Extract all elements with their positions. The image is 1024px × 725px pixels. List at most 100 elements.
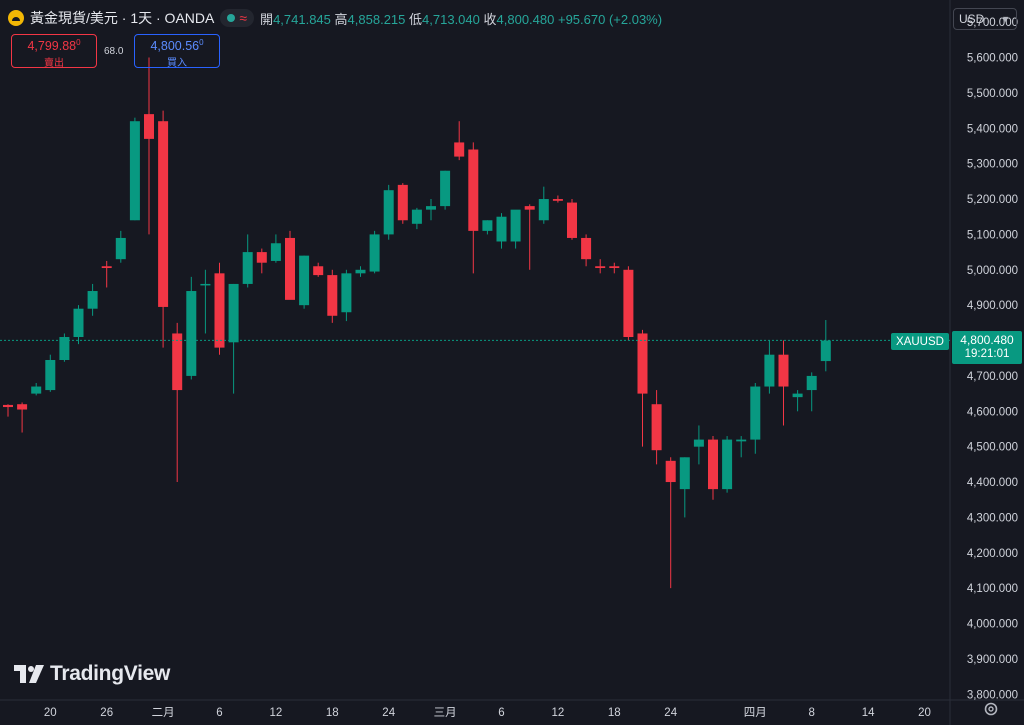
candle [355, 266, 366, 277]
time-tick-label: 三月 [434, 707, 457, 719]
candle [101, 260, 112, 288]
candle [341, 269, 352, 322]
tradingview-logo[interactable]: TradingView [14, 662, 170, 686]
candles [3, 57, 831, 589]
close-value: 4,800.480 [496, 11, 555, 27]
time-tick-label: 12 [552, 707, 565, 719]
sell-price-sup: 0 [76, 38, 81, 47]
candle-body [313, 266, 324, 276]
low-label: 低 [409, 11, 423, 27]
sell-button[interactable]: 4,799.880 賣出 [11, 34, 97, 70]
change-value: +95.670 (+2.03%) [557, 11, 663, 27]
sell-label: 賣出 [44, 58, 64, 70]
candle-body [595, 266, 606, 269]
candle-body [327, 275, 338, 316]
candle [736, 436, 747, 458]
candle [792, 390, 803, 412]
price-tick-label: 4,700.000 [967, 371, 1018, 383]
candle-body [242, 252, 253, 284]
time-axis[interactable]: 20 26 二月 6 12 18 24 三月 6 12 18 24 四月 8 14 20 [44, 707, 931, 719]
candle [820, 320, 831, 372]
candle [3, 404, 13, 417]
candle [115, 230, 126, 263]
currency-select[interactable]: USD ▼ [953, 8, 1017, 30]
price-tick-label: 4,500.000 [967, 442, 1018, 454]
buy-button[interactable]: 4,800.560 買入 [134, 34, 220, 69]
candle [327, 269, 338, 323]
candle-body [397, 184, 408, 221]
candle-body [87, 291, 98, 309]
candle [172, 322, 183, 483]
candle-body [17, 404, 28, 410]
candle [496, 213, 507, 249]
candle-body [59, 337, 70, 360]
candle-body [73, 308, 84, 338]
price-tick-label: 5,100.000 [967, 229, 1018, 241]
price-tick-label: 5,500.000 [967, 88, 1018, 100]
candle-body [722, 439, 733, 490]
candle-body [411, 209, 422, 224]
price-tick-label: 5,300.000 [967, 159, 1018, 171]
candle [242, 234, 253, 288]
candle-body [426, 206, 436, 210]
candle-body [115, 237, 126, 260]
candle-body [172, 333, 183, 391]
candle-body [3, 404, 13, 408]
candle [73, 305, 84, 345]
time-tick-label: 20 [44, 707, 57, 719]
candle [778, 340, 789, 426]
candle [397, 183, 408, 224]
candle [45, 354, 56, 392]
candle-body [665, 460, 676, 483]
price-tick-label: 4,000.000 [967, 619, 1018, 631]
candle-body [552, 199, 563, 201]
price-tick-label: 5,700.000 [967, 17, 1018, 29]
candle [524, 204, 535, 270]
candle [200, 269, 211, 334]
candle-body [820, 340, 831, 362]
candle [426, 199, 436, 221]
symbol-price-tag: XAUUSD [891, 333, 949, 350]
candle-body [200, 283, 211, 286]
candle [440, 170, 451, 210]
tradingview-name: TradingView [50, 662, 171, 685]
spread-value: 68.0 [104, 46, 124, 57]
candle [651, 390, 662, 465]
market-status[interactable]: ≈ [220, 9, 255, 27]
candle [411, 207, 422, 230]
candle-body [750, 386, 761, 440]
candle [552, 195, 563, 203]
candle [454, 121, 465, 161]
candle [581, 234, 592, 267]
symbol-title[interactable]: 黃金現貨/美元 · 1天 · OANDA [30, 10, 215, 26]
price-axis[interactable]: 3,800.000 3,900.000 4,000.000 4,100.000 4,20… [967, 17, 1018, 701]
price-tick-label: 3,900.000 [967, 654, 1018, 666]
candle-body [651, 404, 662, 451]
candle [722, 436, 733, 493]
symbol-header: 黃金現貨/美元 · 1天 · OANDA ≈ 開4,741.845 高4,858… [8, 8, 662, 28]
time-tick-label: 18 [326, 707, 339, 719]
candle [679, 457, 690, 518]
candle-body [679, 457, 690, 490]
price-tick-label: 4,100.000 [967, 583, 1018, 595]
candle [482, 220, 493, 235]
gear-icon[interactable] [983, 701, 999, 717]
candle-body [792, 393, 803, 398]
candle-body [341, 273, 352, 313]
candle [31, 382, 42, 396]
candle-body [524, 206, 535, 210]
candle [59, 333, 70, 362]
price-tick-label: 4,600.000 [967, 406, 1018, 418]
candle-body [285, 237, 295, 300]
candle-body [101, 266, 112, 269]
candle-body [496, 216, 507, 242]
price-tick-label: 5,200.000 [967, 194, 1018, 206]
candle [256, 248, 267, 274]
time-tick-label: 18 [608, 707, 621, 719]
candle-body [778, 354, 789, 387]
candle [623, 266, 634, 341]
candle-body [510, 209, 521, 242]
candle [510, 209, 521, 249]
